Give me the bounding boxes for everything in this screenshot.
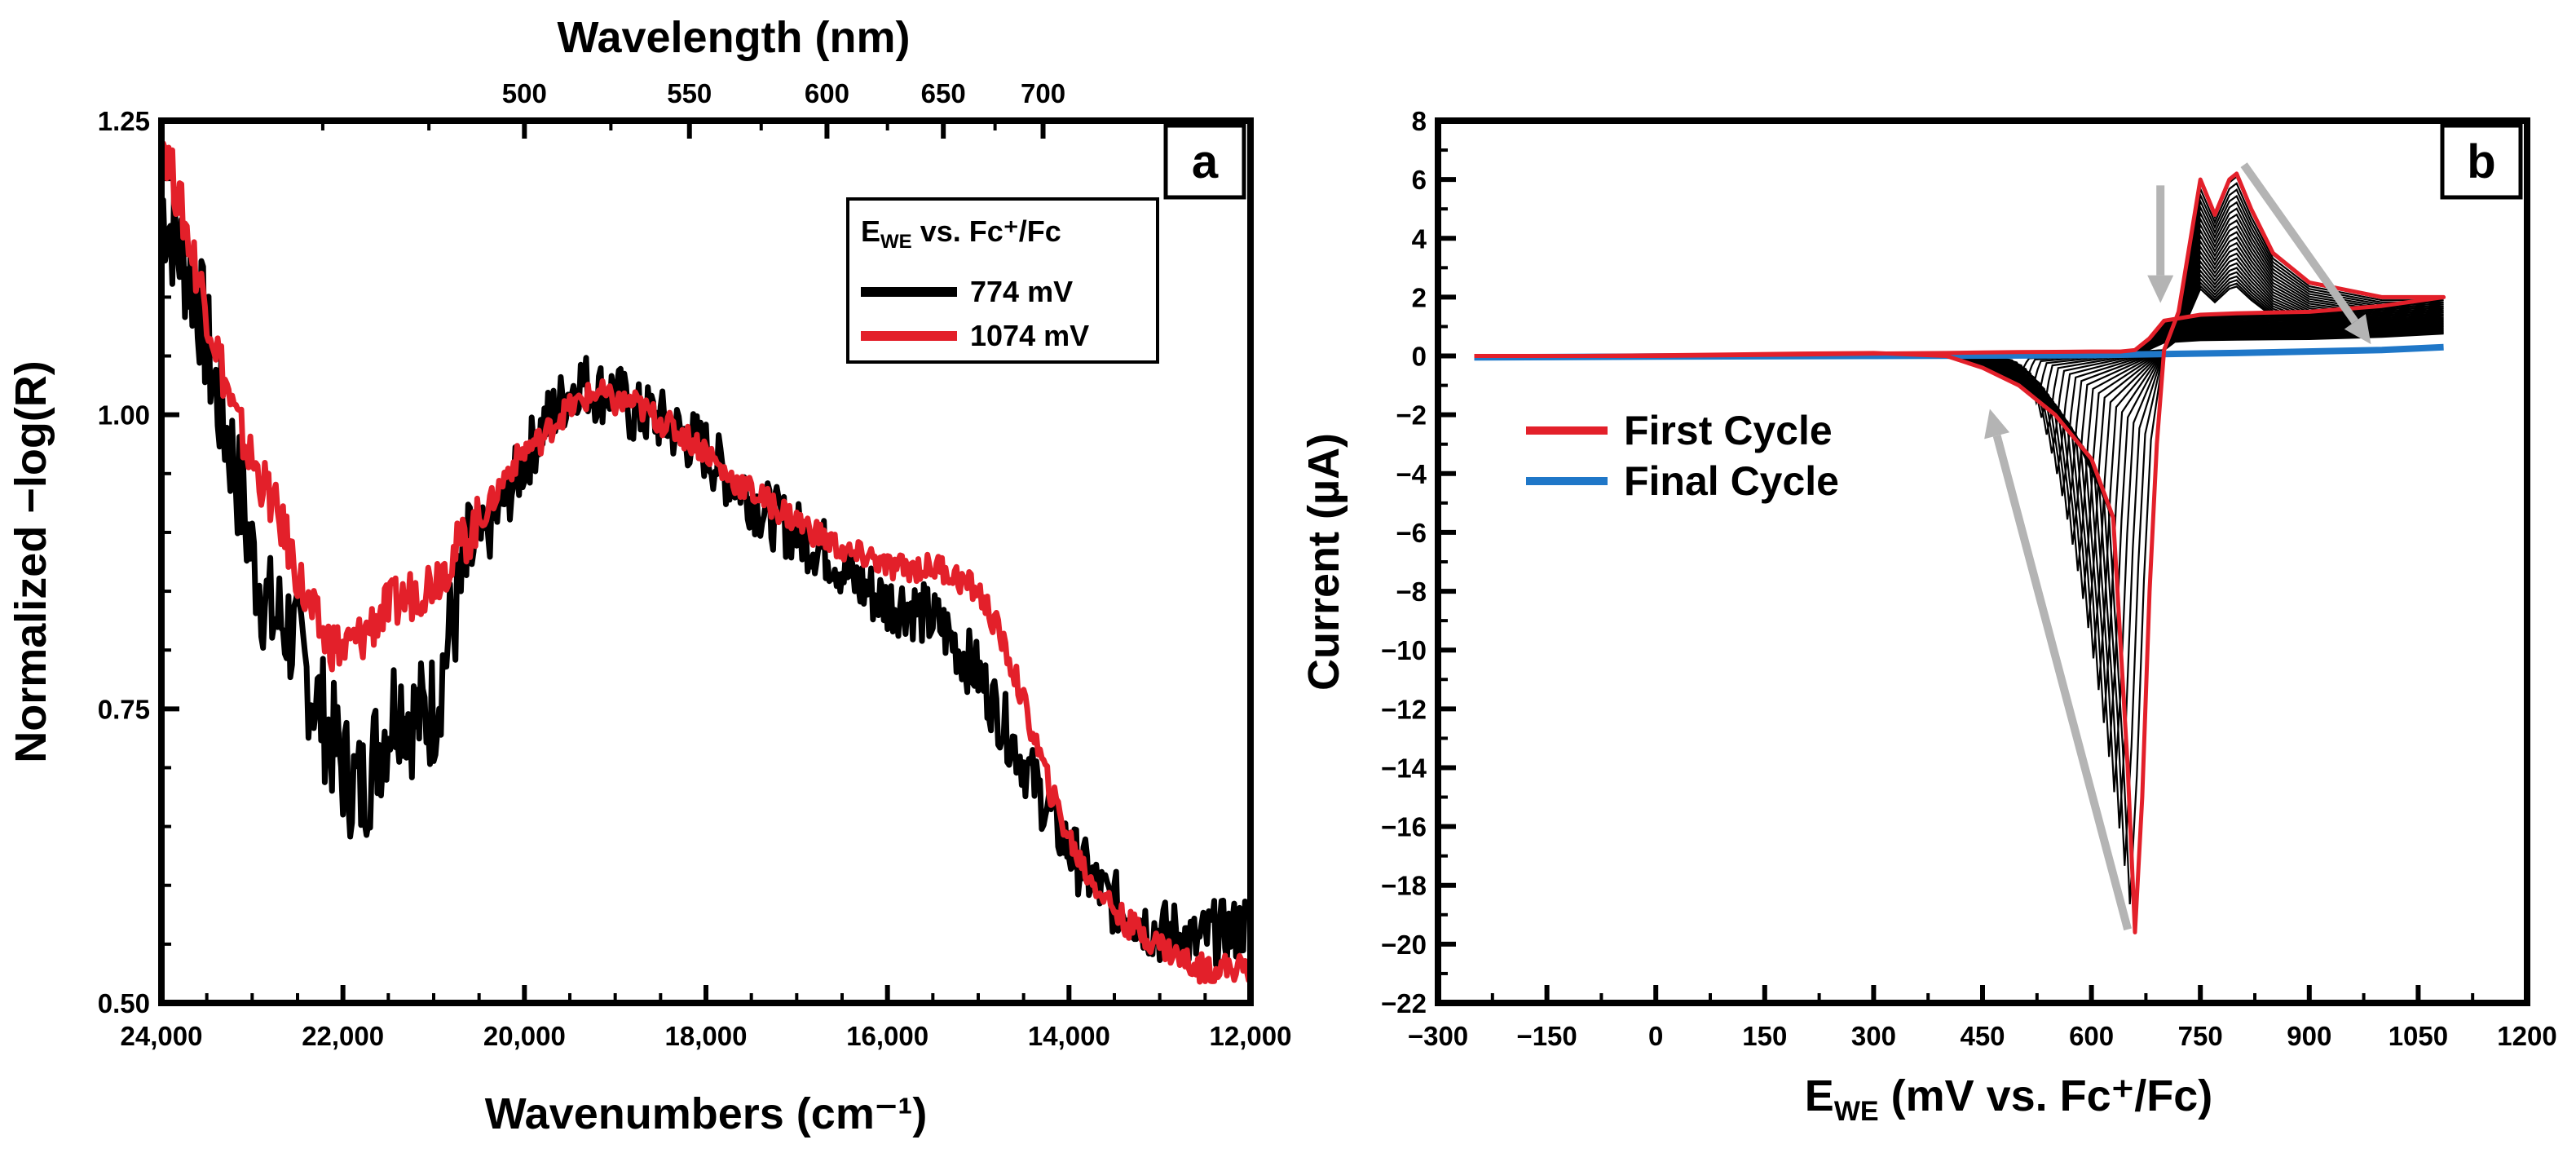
y-tick-label-b: −2 [1396,400,1427,431]
x-tick-label-b: −300 [1408,1021,1468,1051]
x-axis-ticks: 24,000 22,000 20,000 18,000 16,000 14,000 12,0… [121,985,1292,1051]
legend-b: First Cycle Final Cycle [1526,408,1839,504]
y-tick-label-b: −4 [1396,459,1427,489]
y-tick-label-a: 0.75 [98,694,150,724]
legend-a: EWE vs. Fc⁺/Fc 774 mV 1074 mV [846,197,1159,364]
x-tick-label-a: 16,000 [846,1021,929,1051]
top-axis-ticks: 500 550 600 650 700 [320,78,1065,139]
plot-frame-b [1435,117,2530,1006]
panel-label-a: a [1192,135,1219,188]
plot-frame-a [158,117,1254,1006]
y-tick-label-b: −10 [1381,635,1427,665]
legend-label-774: 774 mV [970,275,1073,308]
panel-label-box-a [1163,123,1246,200]
direction-arrow-shaft [2240,162,2358,325]
y-tick-label-b: −18 [1381,871,1427,901]
y-tick-label-b: 4 [1412,223,1427,254]
y-tick-label-b: −16 [1381,812,1427,842]
top-tick-label: 600 [805,78,849,108]
series-line-1074-mv [161,140,1251,985]
direction-arrow-shaft [1992,435,2132,931]
y-tick-label-a: 1.25 [98,106,150,136]
legend-title: EWE vs. Fc⁺/Fc [861,214,1061,253]
plot-area-a [161,140,1251,985]
x-axis-title: Wavenumbers (cm⁻¹) [485,1089,928,1138]
x-tick-label-a: 20,000 [483,1021,566,1051]
y-axis-title: Normalized −log(R) [7,360,55,763]
top-tick-label: 700 [1021,78,1065,108]
legend-label-final: Final Cycle [1624,458,1839,504]
x-tick-label-b: 600 [2069,1021,2114,1051]
y-tick-label-a: 0.50 [98,988,150,1018]
x-tick-label-a: 12,000 [1210,1021,1292,1051]
y-tick-label-b: −6 [1396,518,1427,548]
x-tick-label-b: 450 [1960,1021,2005,1051]
x-axis-ticks-b: −300 −150 0 150 300 450 600 750 900 1050 1200 [1408,985,2557,1051]
x-tick-label-b: 1200 [2497,1021,2556,1051]
y-tick-label-b: −20 [1381,930,1427,960]
y-tick-label-b: −22 [1381,988,1427,1018]
y-tick-label-b: 2 [1412,282,1427,312]
panel-b: −300 −150 0 150 300 450 600 750 900 1050 1200 8 6 4 2… [1299,106,2557,1127]
x-tick-label-b: 0 [1648,1021,1663,1051]
y-axis-title-b: Current (µA) [1299,433,1348,691]
y-tick-label-b: −8 [1396,576,1427,607]
x-tick-label-b: 300 [1851,1021,1896,1051]
y-tick-label-b: 8 [1412,106,1427,136]
direction-arrow-head [2344,314,2371,345]
x-tick-label-b: 1050 [2389,1021,2448,1051]
x-tick-label-b: 150 [1742,1021,1787,1051]
top-tick-label: 650 [921,78,966,108]
intermediate-cycle-line [1474,201,2444,758]
y-tick-label-a: 1.00 [98,400,150,431]
y-tick-label-b: 6 [1412,165,1427,195]
x-tick-label-a: 14,000 [1028,1021,1110,1051]
x-tick-label-b: −150 [1516,1021,1577,1051]
y-tick-label-b: −14 [1381,753,1427,783]
direction-arrow-head [2147,275,2174,303]
panel-label-box-b [2440,123,2523,200]
intermediate-cycle-line [1474,236,2444,572]
panel-label-b: b [2467,135,2495,188]
x-tick-label-b: 750 [2178,1021,2223,1051]
series-line-first-cycle [1474,171,2446,934]
x-tick-label-a: 22,000 [302,1021,384,1051]
legend-label-first: First Cycle [1624,408,1833,453]
top-tick-label: 550 [667,78,712,108]
legend-label-1074: 1074 mV [970,319,1089,352]
x-axis-title-b: EWE (mV vs. Fc⁺/Fc) [1805,1071,2212,1127]
x-tick-label-a: 24,000 [121,1021,203,1051]
y-tick-label-b: −12 [1381,694,1427,724]
plot-area-b [1474,162,2446,934]
panel-a: Wavelength (nm) 500 550 600 650 700 24,000 22… [7,13,1291,1138]
y-axis-ticks-b: 8 6 4 2 0 −2 −4 −6 −8 −10 −12 −14 −16 −18 −20 −22 [1381,106,1456,1018]
y-tick-label-b: 0 [1412,342,1427,372]
series-line-774-mv [161,185,1251,968]
top-axis-title: Wavelength (nm) [557,13,910,62]
x-tick-label-b: 900 [2287,1021,2331,1051]
top-tick-label: 500 [502,78,547,108]
direction-arrow-head [1984,409,2010,440]
x-tick-label-a: 18,000 [665,1021,748,1051]
intermediate-cycle-line [1474,257,2444,475]
